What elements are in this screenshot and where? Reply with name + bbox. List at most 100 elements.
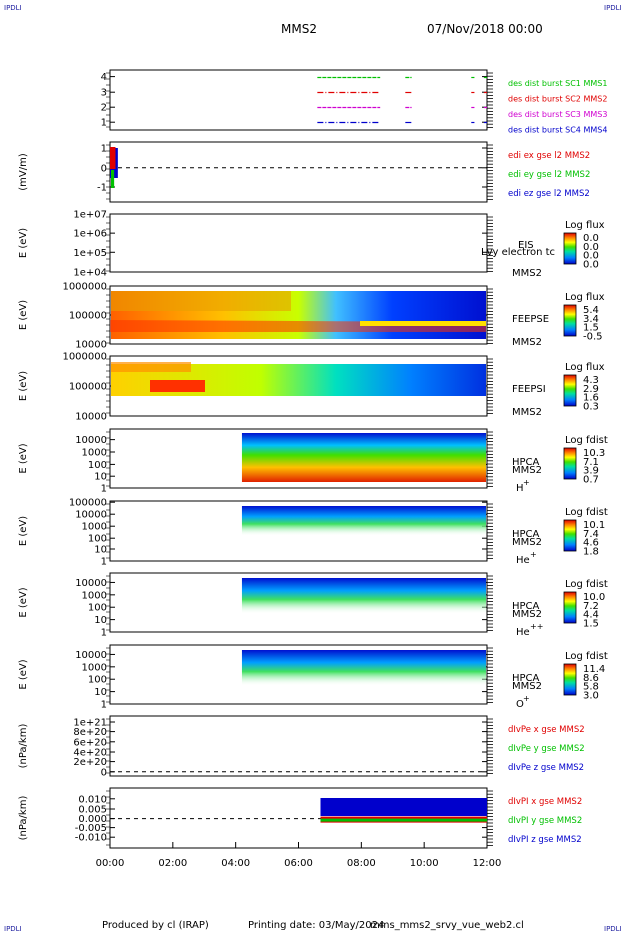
colorbar <box>563 663 577 696</box>
colorbar-tick-label: 0.0 <box>583 251 599 262</box>
y-axis-label: (mV/m) <box>18 153 29 191</box>
y-tick-label: 8e+20 <box>73 727 107 738</box>
y-tick-label: 1e+05 <box>73 248 107 259</box>
colorbar-tick-label: 1.8 <box>583 546 599 557</box>
y-tick-label: 0.005 <box>78 805 107 816</box>
y-tick-label: 1e+04 <box>73 268 107 279</box>
instrument-label: FEEPSE <box>512 314 549 325</box>
colorbar <box>563 374 577 407</box>
x-tick-label: 02:00 <box>158 858 187 869</box>
y-tick-label: -0.010 <box>75 833 107 844</box>
hpca-spectrogram <box>241 433 486 482</box>
spacecraft-title: MMS2 <box>281 22 317 36</box>
hpca-spectrogram <box>241 506 486 536</box>
feepse-band <box>111 291 291 311</box>
panel-edi: 1 0 -1 (mV/m) edi ex gse l2 MMS2 edi ey gse l… <box>18 141 590 203</box>
panel-frame <box>109 572 488 633</box>
legend-entry: dIvPI z gse MMS2 <box>508 835 582 845</box>
spacecraft-label: MMS2 <box>512 465 542 476</box>
y-tick-label: 1000 <box>82 448 107 459</box>
y-axis-label: E (eV) <box>18 443 29 473</box>
y-axis-label: E (eV) <box>18 587 29 617</box>
x-tick-label: 06:00 <box>284 858 313 869</box>
divpi-z-trace <box>320 798 487 816</box>
colorbar-tick-label: 2.9 <box>583 384 599 395</box>
y-tick-label: 1e+06 <box>73 229 107 240</box>
colorbar-tick-label: -0.5 <box>583 331 603 342</box>
colorbar-tick-label: 7.4 <box>583 529 599 540</box>
colorbar-tick-label: 8.6 <box>583 673 599 684</box>
y-tick-label: 100 <box>88 675 107 686</box>
panel-frame <box>109 644 488 705</box>
instrument-label: HPCA <box>512 457 540 468</box>
colorbar-title: Log fdist <box>565 435 608 446</box>
instrument-label: HPCA <box>512 673 540 684</box>
footer-printing-date: Printing date: 03/May/2024 <box>248 920 385 931</box>
x-tick-label: 00:00 <box>96 858 125 869</box>
y-tick-label: 10000 <box>75 435 107 446</box>
y-tick-label: 100000 <box>69 311 107 322</box>
y-tick-label: 1000 <box>82 522 107 533</box>
colorbar-tick-label: 1.6 <box>583 393 599 404</box>
y-tick-label: 0 <box>101 163 107 174</box>
y-tick-label: 4 <box>101 72 107 83</box>
legend-entry: dIvPI x gse MMS2 <box>508 797 582 807</box>
colorbar <box>563 232 577 265</box>
panel-feepsi: 1000000 100000 10000 E (eV) Log flux 4.32.91.… <box>18 352 605 423</box>
y-tick-label: 2 <box>101 103 107 114</box>
corner-tag-bottom-right: IPDLI <box>604 925 622 933</box>
colorbar-title: Log flux <box>565 292 605 303</box>
colorbar-tick-label: 4.3 <box>583 375 599 386</box>
y-tick-label: 1 <box>101 118 107 129</box>
footer-producer: Produced by cl (IRAP) <box>102 920 209 931</box>
instrument-label: HPCA <box>512 529 540 540</box>
y-tick-label: 100000 <box>69 498 107 509</box>
panel-frame <box>109 213 488 273</box>
y-tick-label: 2e+20 <box>73 757 107 768</box>
colorbar-tick-label: 3.0 <box>583 690 599 701</box>
y-tick-label: 100 <box>88 534 107 545</box>
y-tick-label: 10000 <box>75 340 107 351</box>
legend-entry: edi ex gse l2 MMS2 <box>508 151 590 161</box>
colorbar-title: Log flux <box>565 362 605 373</box>
colorbar-tick-label: 5.4 <box>583 305 599 316</box>
legend-entry: edi ey gse l2 MMS2 <box>508 170 590 180</box>
footer-script: mms_mms2_srvy_vue_web2.cl <box>370 920 524 931</box>
panel-frame <box>109 428 488 489</box>
edi-x-trace <box>110 147 116 169</box>
legend-entry: dIvPe z gse MMS2 <box>508 763 584 773</box>
colorbar <box>563 519 577 552</box>
x-tick-label: 10:00 <box>410 858 439 869</box>
colorbar-tick-label: 11.4 <box>583 664 605 675</box>
y-tick-label: 1000000 <box>62 352 107 363</box>
y-tick-label: 10000 <box>75 412 107 423</box>
colorbar-tick-label: 0.7 <box>583 474 599 485</box>
colorbar-tick-label: 7.1 <box>583 457 599 468</box>
panel-feepse: 1000000 100000 10000 E (eV) Log flux 5.43.41.… <box>18 282 605 351</box>
colorbar-tick-label: 0.3 <box>583 401 599 412</box>
legend-entry: edi ez gse l2 MMS2 <box>508 189 590 199</box>
colorbar <box>563 447 577 480</box>
colorbar-title: Log fdist <box>565 507 608 518</box>
instrument-label: EIS <box>518 240 534 251</box>
legend-entry: dIvPe y gse MMS2 <box>508 744 585 754</box>
colorbar-tick-label: 7.2 <box>583 601 599 612</box>
spacecraft-label: MMS2 <box>512 681 542 692</box>
y-tick-label: 10 <box>94 687 107 698</box>
colorbar-tick-label: 10.0 <box>583 592 605 603</box>
y-axis-label: E (eV) <box>18 516 29 546</box>
y-tick-label: 1e+07 <box>73 210 107 221</box>
y-axis-label: E (eV) <box>18 659 29 689</box>
species-label: He <box>516 555 530 566</box>
divpi-y-trace <box>320 818 487 822</box>
y-tick-label: 1 <box>101 557 107 568</box>
y-tick-label: 100 <box>88 603 107 614</box>
charge-label: ++ <box>530 622 543 631</box>
colorbar-title: Log flux <box>565 220 605 231</box>
x-tick-label: 08:00 <box>347 858 376 869</box>
spacecraft-label: MMS2 <box>512 537 542 548</box>
corner-tag-bottom-left: IPDLI <box>4 925 22 933</box>
